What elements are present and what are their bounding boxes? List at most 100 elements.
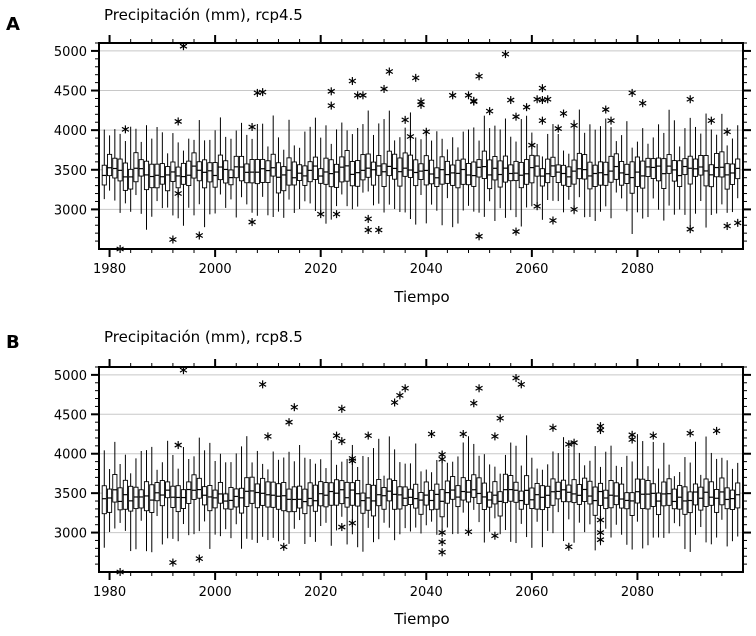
box (576, 152, 582, 180)
box-1980 (107, 135, 113, 191)
box-2006 (244, 134, 250, 205)
box-2074 (603, 118, 609, 207)
box-2040 (423, 469, 429, 526)
box (671, 488, 677, 510)
box-2034 (392, 140, 398, 210)
box (286, 157, 292, 186)
box (550, 156, 556, 177)
box-2097 (724, 460, 730, 547)
box-2013 (281, 457, 287, 541)
box (465, 479, 472, 503)
x-axis-label: Tiempo (393, 610, 449, 628)
box-1984 (128, 473, 134, 552)
box-2088 (677, 146, 683, 210)
box (254, 483, 260, 509)
box-2043 (439, 138, 445, 226)
box-1992 (170, 454, 176, 539)
box-2092 (698, 474, 704, 528)
box-2071 (587, 124, 593, 217)
outlier-marker (522, 103, 531, 112)
box (407, 154, 413, 178)
box-2093 (703, 113, 709, 228)
box-2037 (407, 112, 413, 220)
box-2094 (708, 129, 714, 215)
box-2037 (407, 463, 413, 532)
axis-ticks: 1980 2000 2020 2040 2060 2080 3000 3500 4000 4500… (54, 359, 751, 600)
outlier-marker (733, 218, 742, 227)
box (487, 159, 493, 190)
box (281, 482, 287, 512)
outlier-marker (596, 528, 605, 537)
box-2076 (613, 465, 619, 525)
box (165, 166, 171, 192)
box (539, 168, 545, 187)
box-2098 (729, 138, 735, 213)
box-2023 (333, 129, 340, 207)
box (534, 482, 540, 510)
box-2052 (487, 128, 493, 202)
outlier-marker (491, 531, 499, 540)
box (207, 485, 213, 512)
outlier-marker (438, 455, 446, 464)
box (677, 160, 683, 188)
box-2031 (376, 438, 382, 540)
box-1993 (175, 468, 181, 542)
box-1990 (159, 462, 165, 545)
box-2047 (460, 442, 466, 513)
outlier-marker (496, 414, 504, 423)
outlier-marker (338, 437, 346, 446)
box (455, 485, 461, 508)
box-2090 (687, 117, 693, 226)
outlier-marker (390, 398, 399, 407)
box-2065 (555, 453, 561, 513)
box (708, 481, 714, 506)
outlier-marker (417, 100, 425, 109)
box (650, 483, 656, 507)
box (698, 154, 704, 176)
panel-label: A (6, 14, 20, 35)
outlier-marker (543, 95, 552, 104)
box-2038 (413, 137, 419, 225)
box-1998 (202, 450, 208, 522)
box-2039 (418, 139, 424, 195)
box (381, 163, 387, 187)
outlier-marker (327, 101, 336, 110)
box-1998 (202, 140, 208, 228)
box-2094 (708, 452, 714, 545)
box-2014 (286, 451, 292, 544)
box (312, 484, 318, 512)
box (687, 155, 693, 185)
y-tick-label: 4000 (54, 448, 87, 463)
boxes (101, 434, 741, 553)
boxes (101, 109, 741, 234)
box (592, 164, 598, 187)
outlier-marker (470, 96, 478, 105)
box (175, 485, 181, 513)
box-2009 (260, 463, 266, 537)
x-tick-label: 2080 (621, 585, 654, 600)
box (386, 478, 392, 502)
box-2047 (460, 131, 466, 211)
box-2000 (212, 130, 218, 214)
box-2012 (275, 459, 282, 542)
box-2050 (476, 140, 482, 213)
box-2036 (402, 127, 408, 213)
box-1989 (154, 127, 160, 202)
box-2009 (260, 123, 266, 197)
box (238, 487, 245, 514)
box-2045 (450, 137, 456, 228)
outlier-marker (290, 403, 299, 412)
box (608, 155, 614, 183)
outlier-marker (512, 374, 520, 383)
box (107, 153, 113, 177)
box (186, 160, 192, 187)
box (724, 163, 730, 190)
panel-label: B (6, 332, 20, 353)
box-2031 (376, 123, 382, 204)
box-2008 (254, 124, 260, 216)
box (560, 479, 567, 503)
box-2087 (671, 476, 677, 524)
box-1994 (180, 150, 187, 226)
box (465, 163, 472, 186)
box (555, 481, 561, 500)
